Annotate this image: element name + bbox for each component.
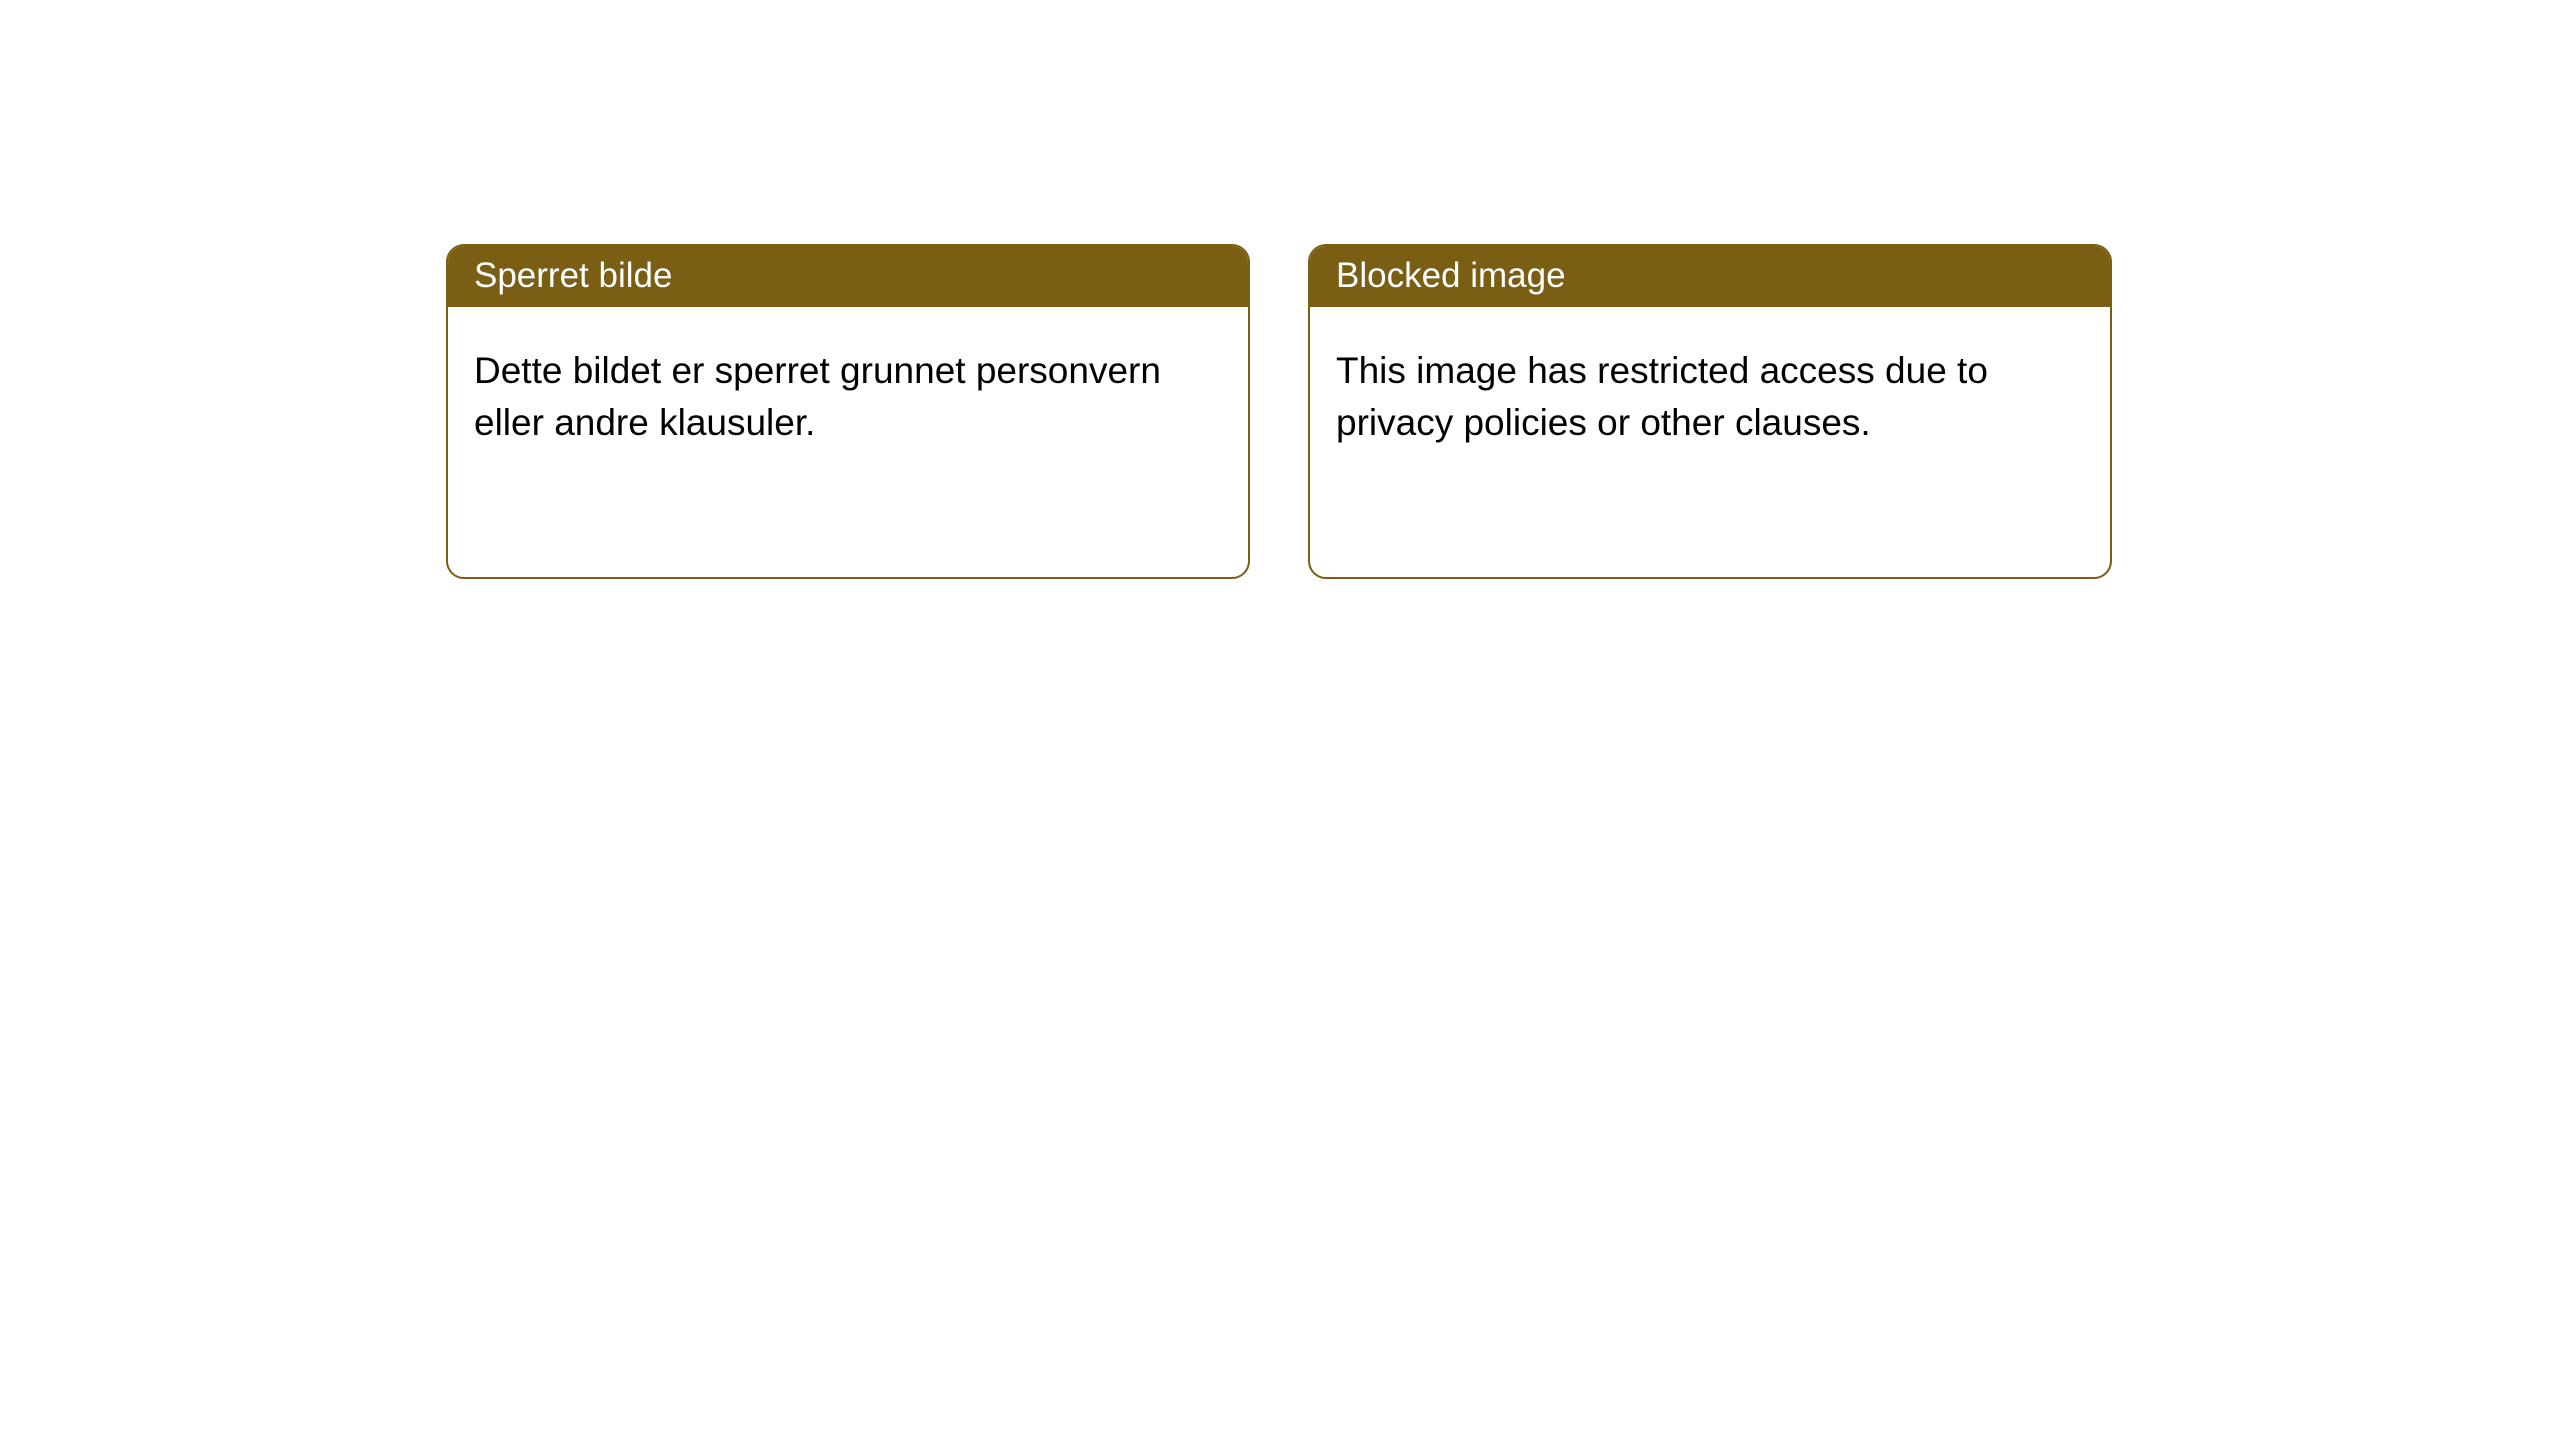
card-title: Sperret bilde [448, 246, 1248, 307]
notice-card-norwegian: Sperret bilde Dette bildet er sperret gr… [446, 244, 1250, 579]
card-body: Dette bildet er sperret grunnet personve… [448, 307, 1248, 577]
card-body: This image has restricted access due to … [1310, 307, 2110, 577]
notice-card-english: Blocked image This image has restricted … [1308, 244, 2112, 579]
notice-cards-container: Sperret bilde Dette bildet er sperret gr… [0, 0, 2560, 579]
card-title: Blocked image [1310, 246, 2110, 307]
